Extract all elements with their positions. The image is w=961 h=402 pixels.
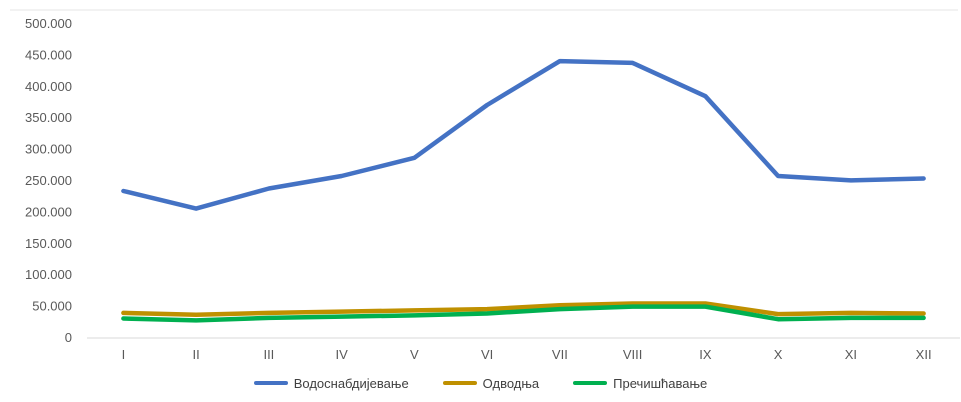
legend-item-3: Пречишћавање <box>573 376 707 391</box>
legend-item-1: Водоснабдијевање <box>253 375 409 391</box>
x-tick-label: VIII <box>623 347 643 362</box>
legend-item-2: Одводња <box>442 375 540 391</box>
x-tick-label: I <box>122 347 126 362</box>
x-tick-label: V <box>410 347 419 362</box>
legend-swatch <box>573 381 608 385</box>
legend-swatch <box>442 381 477 385</box>
x-tick-label: XI <box>845 347 857 362</box>
y-tick-label: 100.000 <box>25 267 72 282</box>
chart-legend: Водоснабдијевање Одводња Пречишћавање <box>0 372 961 394</box>
y-tick-label: 450.000 <box>25 47 72 62</box>
x-tick-label: II <box>193 347 200 362</box>
y-tick-label: 200.000 <box>25 204 72 219</box>
x-tick-label: VI <box>481 347 493 362</box>
x-tick-label: III <box>263 347 274 362</box>
y-tick-label: 250.000 <box>25 173 72 188</box>
series-line-2 <box>121 301 926 318</box>
x-tick-label: IX <box>699 347 712 362</box>
y-tick-label: 350.000 <box>25 110 72 125</box>
y-tick-label: 300.000 <box>25 142 72 157</box>
series-line-1 <box>121 58 926 211</box>
x-tick-label: IV <box>335 347 348 362</box>
legend-label: Водоснабдијевање <box>293 375 409 391</box>
series-line-3 <box>121 304 926 323</box>
y-tick-label: 50.000 <box>32 299 72 314</box>
legend-label: Одводња <box>482 375 540 391</box>
y-tick-label: 400.000 <box>25 79 72 94</box>
y-tick-label: 0 <box>65 330 72 345</box>
y-tick-label: 150.000 <box>25 236 72 251</box>
x-tick-label: VII <box>552 347 568 362</box>
x-tick-label: X <box>774 347 783 362</box>
y-tick-label: 500.000 <box>25 16 72 31</box>
legend-swatch <box>253 381 288 385</box>
x-tick-label: XII <box>916 347 932 362</box>
legend-label: Пречишћавање <box>613 375 708 391</box>
